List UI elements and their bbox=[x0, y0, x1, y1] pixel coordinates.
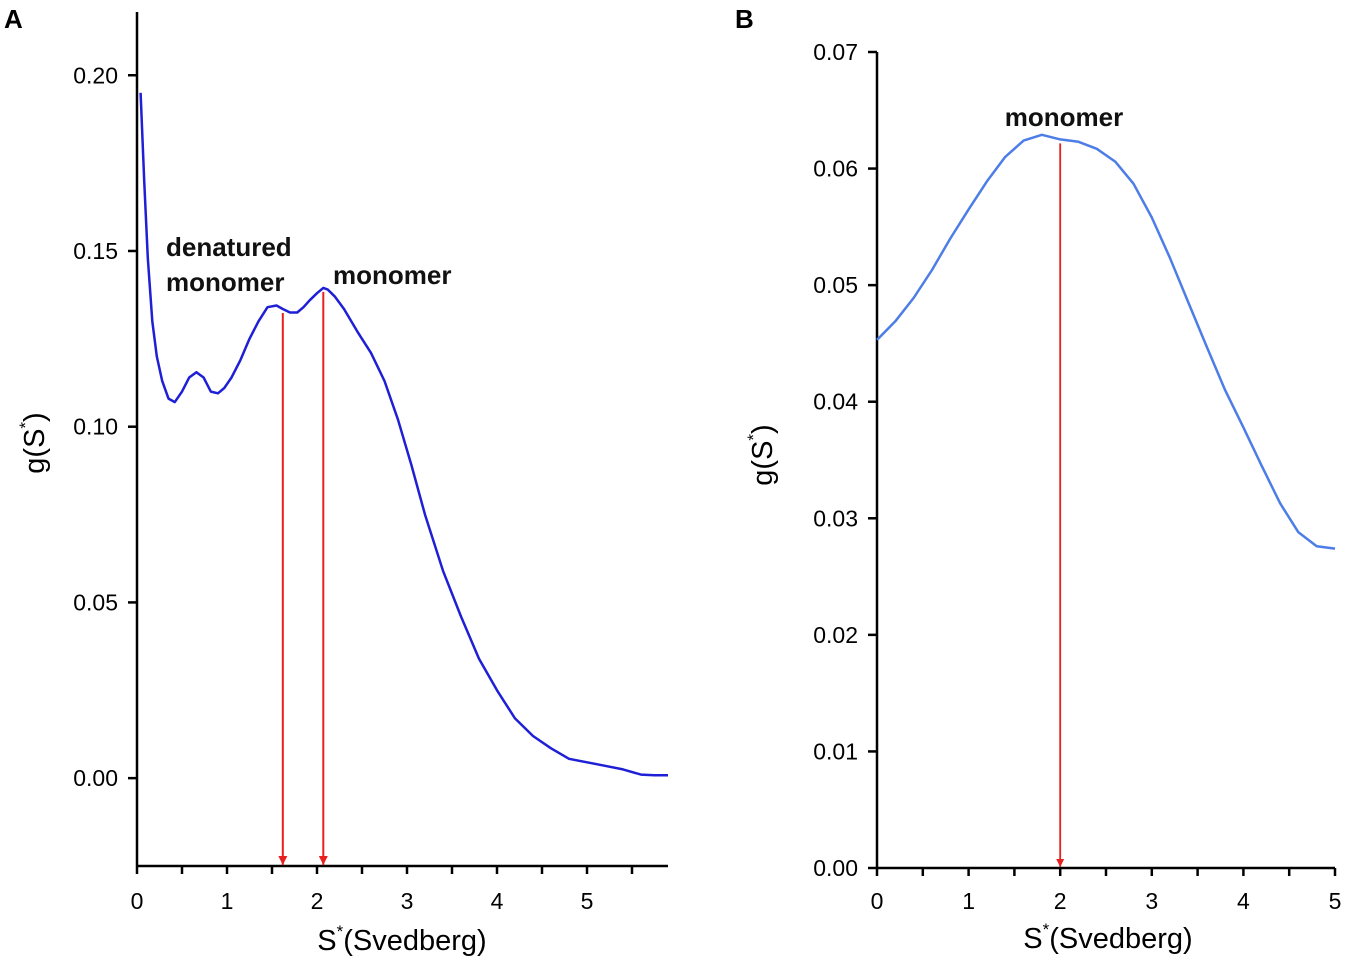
annotation-monomer: monomer bbox=[1005, 102, 1123, 132]
x-ticks: 0 1 2 3 4 5 bbox=[131, 866, 634, 914]
annotation-denatured-line2: monomer bbox=[166, 267, 284, 297]
y-tick-label: 0.20 bbox=[73, 62, 118, 88]
chart-panel-b: B 0.00 0.01 0.02 0.03 0.04 0.05 0.06 0.07 0 1 2 3 4… bbox=[735, 4, 1341, 955]
x-tick-label: 5 bbox=[581, 888, 594, 914]
y-ticks: 0.00 0.01 0.02 0.03 0.04 0.05 0.06 0.07 bbox=[813, 39, 877, 881]
x-tick-label: 5 bbox=[1329, 888, 1342, 914]
y-tick-label: 0.06 bbox=[813, 156, 858, 182]
x-axis-title: S*(Svedberg) bbox=[1023, 920, 1192, 955]
x-ticks: 0 1 2 3 4 5 bbox=[871, 868, 1342, 914]
x-tick-label: 2 bbox=[311, 888, 324, 914]
y-tick-label: 0.07 bbox=[813, 39, 858, 65]
x-tick-label: 0 bbox=[871, 888, 884, 914]
x-tick-label: 4 bbox=[1237, 888, 1250, 914]
y-tick-label: 0.03 bbox=[813, 505, 858, 531]
y-tick-label: 0.00 bbox=[73, 765, 118, 791]
annotation-monomer: monomer bbox=[333, 260, 451, 290]
y-tick-label: 0.15 bbox=[73, 238, 118, 264]
series-line bbox=[139, 92, 668, 777]
panel-letter-b: B bbox=[735, 4, 754, 34]
series-line bbox=[876, 133, 1336, 550]
x-tick-label: 1 bbox=[221, 888, 234, 914]
y-tick-label: 0.01 bbox=[813, 738, 858, 764]
panel-letter-a: A bbox=[4, 4, 23, 34]
y-tick-label: 0.05 bbox=[73, 589, 118, 615]
y-tick-label: 0.10 bbox=[73, 414, 118, 440]
y-ticks: 0.00 0.05 0.10 0.15 0.20 bbox=[73, 62, 137, 791]
y-tick-label: 0.00 bbox=[813, 855, 858, 881]
x-tick-label: 4 bbox=[491, 888, 504, 914]
y-tick-label: 0.04 bbox=[813, 389, 858, 415]
y-axis-title: g(S*) bbox=[16, 412, 51, 473]
x-tick-label: 3 bbox=[1145, 888, 1158, 914]
x-axis-title: S*(Svedberg) bbox=[317, 922, 486, 957]
x-tick-label: 2 bbox=[1054, 888, 1067, 914]
annotation-denatured-line1: denatured bbox=[166, 232, 292, 262]
x-tick-label: 0 bbox=[131, 888, 144, 914]
x-tick-label: 3 bbox=[401, 888, 414, 914]
x-tick-label: 1 bbox=[962, 888, 975, 914]
y-axis-title: g(S*) bbox=[744, 424, 779, 485]
y-tick-label: 0.02 bbox=[813, 622, 858, 648]
y-tick-label: 0.05 bbox=[813, 272, 858, 298]
